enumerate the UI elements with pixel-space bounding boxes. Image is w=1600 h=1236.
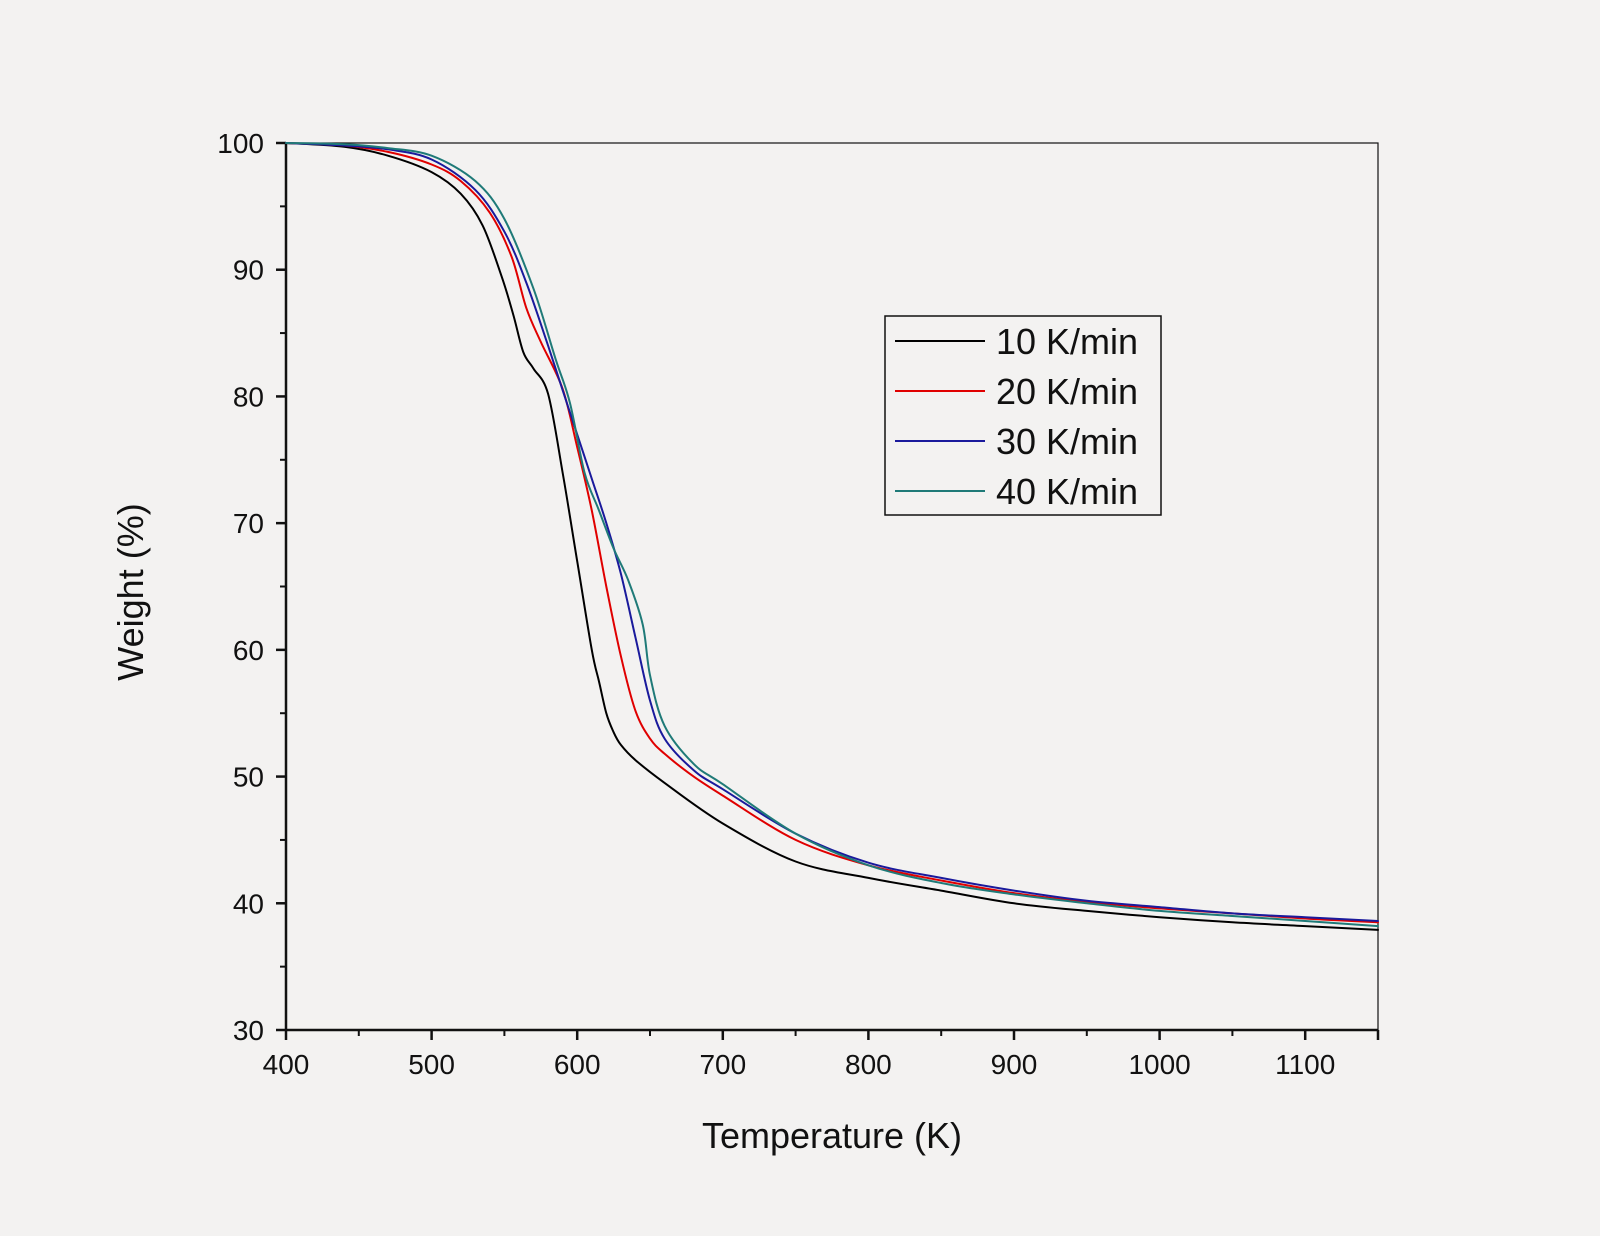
- x-tick-label: 800: [845, 1049, 892, 1080]
- series-line-2: [285, 142, 1379, 924]
- y-tick-label: 80: [233, 381, 264, 412]
- legend-label-1: 10 K/min: [996, 321, 1138, 362]
- x-tick-label: 700: [699, 1049, 746, 1080]
- y-tick-label: 100: [217, 128, 264, 159]
- legend-label-2: 20 K/min: [996, 371, 1138, 412]
- y-ticks: 30 40 50 60 70 80 90 100: [217, 128, 286, 1046]
- x-tick-label: 500: [408, 1049, 455, 1080]
- series-layer: [285, 142, 1379, 931]
- x-tick-label: 1100: [1275, 1049, 1335, 1080]
- y-tick-label: 60: [233, 635, 264, 666]
- y-tick-label: 40: [233, 888, 264, 919]
- x-tick-label: 600: [554, 1049, 601, 1080]
- legend-label-4: 40 K/min: [996, 471, 1138, 512]
- y-tick-label: 30: [233, 1015, 264, 1046]
- x-tick-label: 900: [991, 1049, 1038, 1080]
- x-tick-label: 1000: [1128, 1049, 1190, 1080]
- y-tick-label: 50: [233, 762, 264, 793]
- series-line-4: [285, 142, 1379, 928]
- x-axis-title: Temperature (K): [702, 1115, 962, 1156]
- x-ticks: 400 500 600 700 800 900 1000 1100: [263, 1030, 1380, 1080]
- series-line-3: [285, 142, 1379, 922]
- y-axis-title: Weight (%): [110, 503, 151, 680]
- legend: 10 K/min 20 K/min 30 K/min 40 K/min: [884, 315, 1162, 516]
- x-tick-label: 400: [263, 1049, 310, 1080]
- series-line-1: [285, 142, 1379, 931]
- legend-items: 10 K/min 20 K/min 30 K/min 40 K/min: [895, 321, 1138, 512]
- y-tick-label: 70: [233, 508, 264, 539]
- y-tick-label: 90: [233, 255, 264, 286]
- legend-box: [884, 315, 1162, 516]
- legend-label-3: 30 K/min: [996, 421, 1138, 462]
- plot-frame: [285, 142, 1379, 1031]
